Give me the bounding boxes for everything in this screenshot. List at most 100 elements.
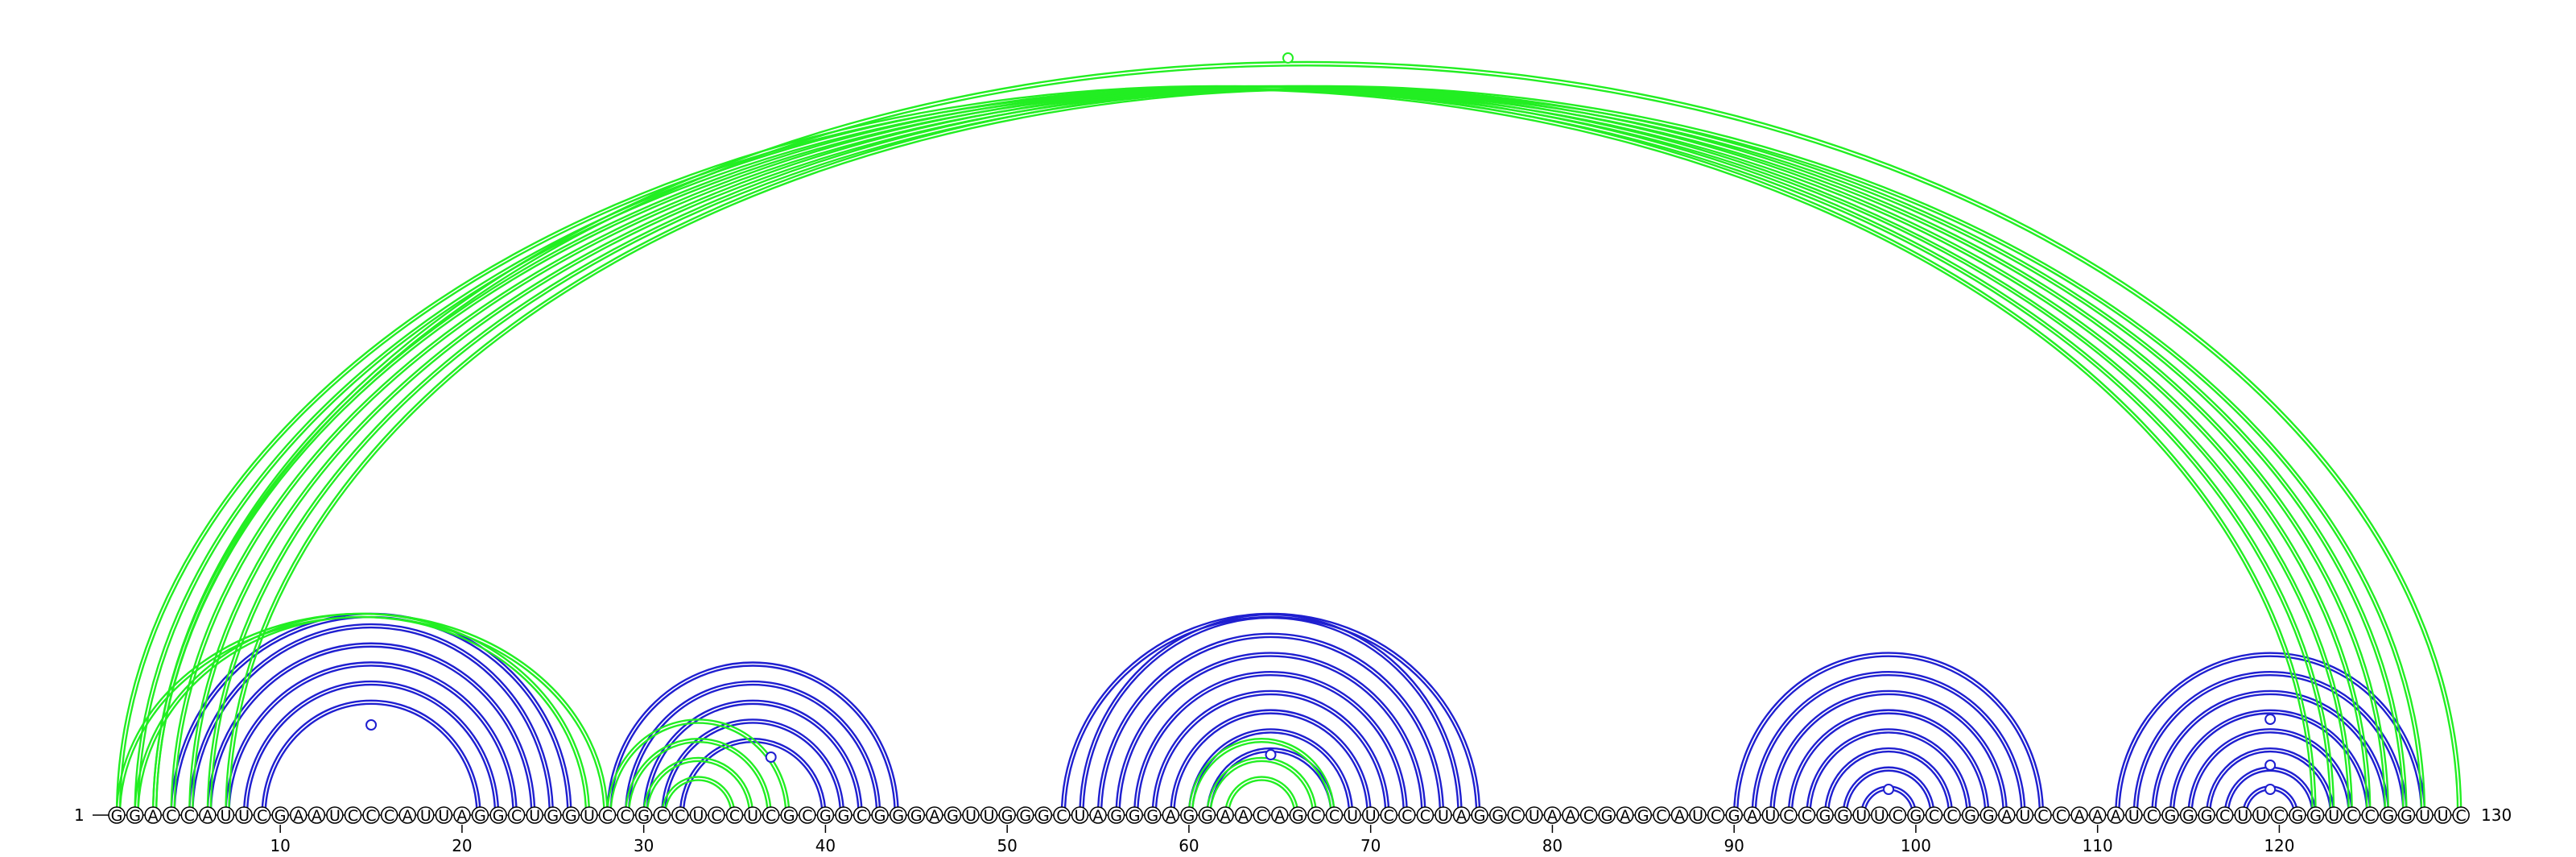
- nucleotide-letter: C: [1056, 807, 1067, 825]
- nucleotide: C: [1579, 806, 1598, 825]
- nucleotide-circle: [962, 806, 980, 824]
- nucleotide: C: [253, 806, 271, 825]
- nucleotide-letter: G: [1129, 807, 1141, 825]
- nucleotide-circle: [2034, 806, 2052, 824]
- nucleotide-letter: G: [2401, 807, 2413, 825]
- nucleotide-circle: [1525, 806, 1543, 824]
- tick-label: 50: [997, 836, 1017, 855]
- blue-base-pair-arc-inner: [664, 722, 842, 816]
- nucleotide-letter: C: [166, 807, 176, 825]
- nucleotide-circle: [126, 806, 144, 824]
- blue-base-pair-arc-outer: [1787, 709, 1990, 816]
- nucleotide: C: [2215, 806, 2234, 825]
- nucleotide-circle: [871, 806, 889, 824]
- nucleotide-letter: A: [2092, 807, 2103, 825]
- nucleotide-circle: [380, 806, 398, 824]
- nucleotide: C: [162, 806, 180, 825]
- green-base-pair-arc-outer: [661, 776, 736, 816]
- nucleotide-letter: A: [1220, 807, 1231, 825]
- nucleotide-letter: A: [293, 807, 303, 825]
- nucleotide-letter: C: [2347, 807, 2357, 825]
- sequence-end-label: 130: [2481, 805, 2512, 825]
- nucleotide-letter: C: [1420, 807, 1430, 825]
- nucleotide-circle: [489, 806, 507, 824]
- nucleotide: U: [417, 806, 435, 825]
- nucleotide-circle: [507, 806, 526, 824]
- nucleotide: A: [1616, 806, 1634, 825]
- nucleotide-circle: [689, 806, 708, 824]
- nucleotide-letter: U: [747, 807, 758, 825]
- blue-base-pair-arc-inner: [646, 703, 860, 816]
- nucleotide-circle: [580, 806, 598, 824]
- blue-base-pair-arc-outer: [1732, 652, 2045, 816]
- nucleotide-letter: U: [220, 807, 231, 825]
- nucleotide: C: [852, 806, 871, 825]
- nucleotide: U: [2125, 806, 2143, 825]
- nucleotide-letter: C: [1656, 807, 1666, 825]
- blue-base-pair-arc-outer: [1769, 689, 2008, 816]
- nucleotide: C: [598, 806, 617, 825]
- blue-base-pair-arc-outer: [1842, 767, 1935, 816]
- nucleotide: G: [2289, 806, 2306, 825]
- blue-base-pair-arc-outer: [1115, 652, 1426, 816]
- nucleotide-letter: A: [1566, 807, 1576, 825]
- nucleotide-letter: C: [802, 807, 812, 825]
- blue-base-pair-arc-inner: [2227, 770, 2314, 816]
- nucleotide-circle: [1144, 806, 1162, 824]
- green-base-pair-arc-inner: [138, 89, 2331, 815]
- loop-marker: [2264, 784, 2277, 795]
- nucleotide-circle: [362, 806, 380, 824]
- nucleotide: C: [1380, 806, 1397, 825]
- nucleotide-circle: [1925, 806, 1943, 824]
- blue-base-pair-arc-inner: [2190, 731, 2350, 816]
- nucleotide-circle: [2125, 806, 2143, 824]
- nucleotide-letter: G: [874, 807, 886, 825]
- nucleotide: A: [1562, 806, 1579, 825]
- nucleotide: G: [634, 806, 653, 825]
- nucleotide-circle: [1253, 806, 1270, 824]
- nucleotide: C: [362, 806, 380, 825]
- nucleotide-circle: [799, 806, 816, 824]
- nucleotide: C: [1707, 806, 1725, 825]
- nucleotide-circle: [2397, 806, 2416, 824]
- nucleotide-letter: G: [819, 807, 832, 825]
- green-base-pair-arc-outer: [1224, 776, 1299, 816]
- nucleotide: A: [1162, 806, 1180, 825]
- tick-label: 100: [1901, 836, 1931, 855]
- nucleotide-circle: [1707, 806, 1725, 824]
- nucleotide-circle: [2306, 806, 2325, 824]
- nucleotide: C: [617, 806, 634, 825]
- nucleotide-letter: G: [1146, 807, 1158, 825]
- nucleotide-circle: [1361, 806, 1380, 824]
- green-base-pair-arc-outer: [151, 60, 2462, 816]
- nucleotide-circle: [2434, 806, 2452, 824]
- blue-base-pair-arc-outer: [2151, 689, 2390, 816]
- green-base-pair-arc-outer: [151, 85, 2353, 816]
- nucleotide-letter: C: [1329, 807, 1340, 825]
- green-base-pair-arc-inner: [1227, 779, 1296, 816]
- nucleotide-circle: [1234, 806, 1253, 824]
- nucleotide: G: [1125, 806, 1143, 825]
- nucleotide-circle: [2343, 806, 2361, 824]
- nucleotide: U: [435, 806, 453, 825]
- nucleotide: G: [889, 806, 907, 825]
- nucleotide-circle: [1979, 806, 1997, 824]
- nucleotide-letter: A: [1166, 807, 1176, 825]
- nucleotide-circle: [1961, 806, 1979, 824]
- nucleotide-letter: U: [2128, 807, 2140, 825]
- nucleotide: A: [453, 806, 471, 825]
- nucleotide-circle: [1670, 806, 1689, 824]
- nucleotide: U: [980, 806, 998, 825]
- nucleotide-circle: [835, 806, 852, 824]
- nucleotide: A: [1271, 806, 1289, 825]
- nucleotide: C: [507, 806, 526, 825]
- tick-label: 90: [1724, 836, 1744, 855]
- nucleotide-letter: U: [529, 807, 540, 825]
- nucleotide: G: [1598, 806, 1616, 825]
- nucleotide-letter: C: [2456, 807, 2467, 825]
- nucleotide: G: [2161, 806, 2179, 825]
- nucleotide-circle: [2070, 806, 2088, 824]
- nucleotide: G: [1834, 806, 1852, 825]
- green-base-pair-arc-outer: [606, 718, 791, 816]
